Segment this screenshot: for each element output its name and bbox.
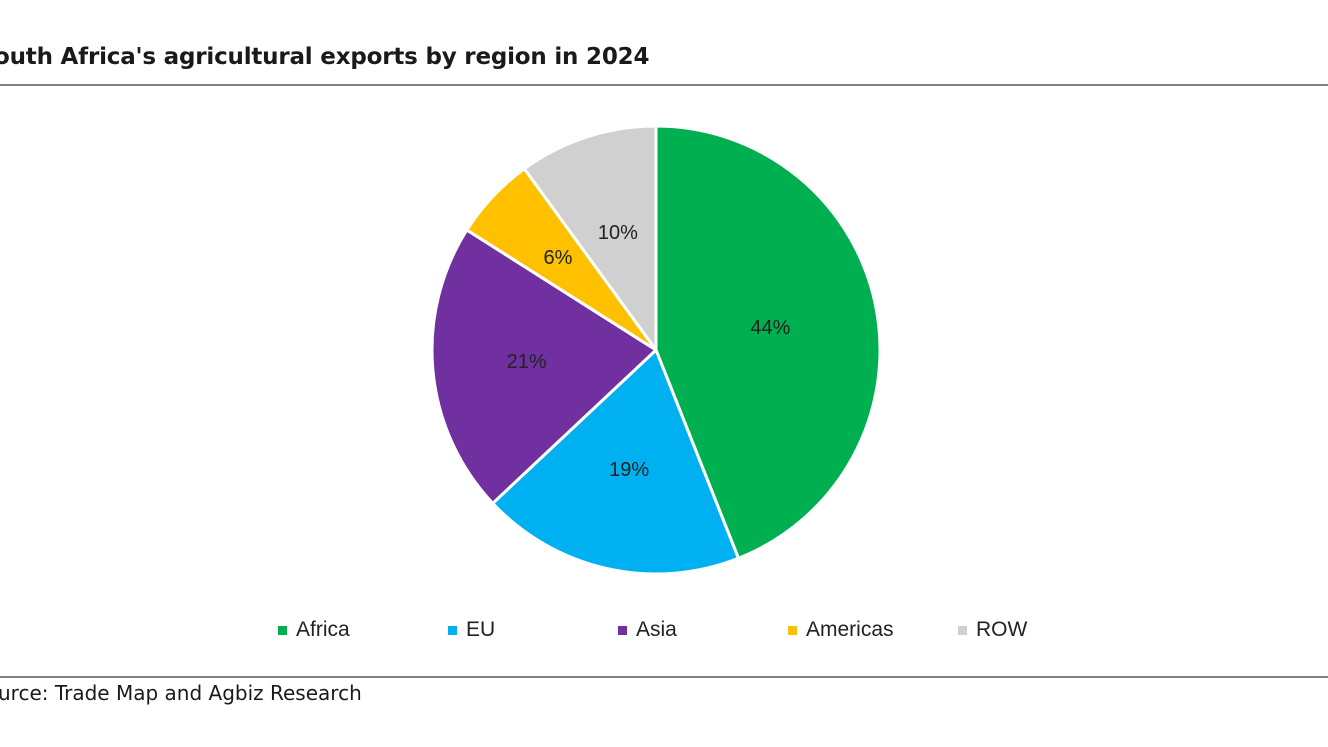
slice-label-africa: 44% — [750, 317, 790, 339]
source-rule — [0, 676, 1328, 678]
legend-swatch-asia — [618, 625, 627, 635]
legend-item-americas: Americas — [788, 614, 894, 646]
legend-swatch-africa — [278, 625, 287, 635]
slice-label-eu: 19% — [609, 459, 649, 481]
pie-slice-row — [522, 124, 658, 352]
legend-swatch-eu — [448, 625, 457, 635]
legend-label-eu: EU — [466, 618, 496, 641]
legend-item-asia: Asia — [618, 614, 677, 646]
legend: Africa EU Asia Americas ROW — [0, 614, 1328, 646]
legend-label-americas: Americas — [806, 618, 894, 641]
chart-title: outh Africa's agricultural exports by re… — [0, 44, 650, 70]
legend-item-row: ROW — [958, 614, 1027, 646]
title-rule — [0, 84, 1328, 86]
source-note: urce: Trade Map and Agbiz Research — [0, 681, 362, 705]
pie-slice-eu — [491, 348, 740, 576]
pie-slices — [430, 124, 882, 576]
pie-slice-labels: 44% 19% 21% 6% 10% — [507, 222, 791, 481]
pie-slice-africa — [654, 124, 882, 560]
legend-label-asia: Asia — [636, 618, 677, 641]
legend-label-africa: Africa — [296, 618, 350, 641]
legend-swatch-americas — [788, 625, 797, 635]
pie-slice-asia — [430, 228, 658, 505]
legend-label-row: ROW — [976, 618, 1028, 641]
slice-label-americas: 6% — [544, 247, 573, 269]
legend-swatch-row — [958, 625, 967, 635]
legend-item-africa: Africa — [278, 614, 350, 646]
legend-item-eu: EU — [448, 614, 495, 646]
slice-label-asia: 21% — [507, 351, 547, 373]
slice-label-row: 10% — [598, 222, 638, 244]
